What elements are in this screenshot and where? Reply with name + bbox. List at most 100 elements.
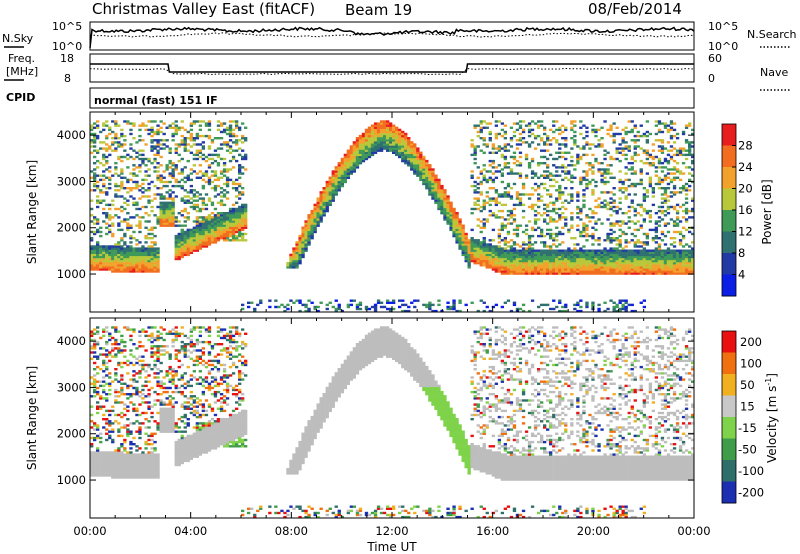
power-cell bbox=[606, 128, 610, 132]
power-cell bbox=[564, 222, 568, 225]
power-cell bbox=[509, 309, 514, 313]
power-cell bbox=[222, 128, 227, 132]
power-cell bbox=[189, 234, 194, 238]
power-cell bbox=[651, 237, 656, 240]
power-cell bbox=[174, 251, 178, 254]
power-cell bbox=[618, 307, 622, 311]
power-cell bbox=[222, 212, 227, 215]
power-cell bbox=[135, 141, 139, 144]
power-cell bbox=[153, 249, 157, 252]
power-cell bbox=[684, 259, 689, 263]
power-cell bbox=[138, 241, 142, 244]
power-cell bbox=[485, 259, 489, 263]
power-cell bbox=[235, 149, 239, 152]
power-cell bbox=[455, 241, 459, 244]
power-cell bbox=[636, 255, 640, 259]
power-cell bbox=[558, 189, 562, 192]
power-cell bbox=[691, 266, 695, 269]
power-cell bbox=[660, 162, 665, 165]
power-cell bbox=[126, 157, 130, 161]
power-cell bbox=[96, 268, 100, 271]
power-cell bbox=[238, 224, 242, 227]
power-cell bbox=[174, 130, 178, 134]
power-cell bbox=[564, 255, 568, 259]
power-cell bbox=[150, 205, 154, 209]
power-cell bbox=[515, 197, 520, 200]
power-cell bbox=[615, 303, 619, 307]
power-cell bbox=[482, 259, 486, 263]
power-cell bbox=[180, 178, 184, 182]
power-cell bbox=[603, 247, 607, 250]
power-cell bbox=[310, 214, 314, 217]
power-cell bbox=[313, 305, 317, 309]
power-cell bbox=[431, 191, 435, 194]
power-cell bbox=[488, 151, 492, 154]
power-cell bbox=[398, 299, 402, 302]
power-cell bbox=[440, 195, 444, 198]
power-cell bbox=[473, 239, 477, 242]
power-cell bbox=[473, 184, 477, 188]
power-cell bbox=[349, 159, 354, 163]
power-cell bbox=[183, 239, 187, 242]
power-cell bbox=[497, 264, 502, 267]
power-cell bbox=[500, 209, 505, 213]
power-cell bbox=[509, 168, 514, 171]
power-cell bbox=[395, 151, 399, 154]
power-cell bbox=[114, 257, 118, 261]
power-cell bbox=[180, 172, 184, 175]
power-cell bbox=[515, 195, 520, 198]
power-cell bbox=[579, 262, 583, 265]
power-cell bbox=[395, 128, 399, 132]
power-cell bbox=[382, 143, 387, 146]
power-cell bbox=[621, 264, 625, 267]
power-cell bbox=[645, 151, 650, 154]
power-cell bbox=[518, 264, 523, 267]
power-cell bbox=[99, 262, 103, 265]
power-cell bbox=[177, 145, 181, 148]
power-cell bbox=[506, 214, 511, 217]
power-cell bbox=[509, 187, 514, 190]
power-cell bbox=[633, 151, 637, 154]
power-cell bbox=[555, 197, 559, 200]
power-cell bbox=[241, 232, 245, 236]
power-cell bbox=[494, 151, 499, 154]
power-cell bbox=[521, 309, 526, 313]
power-cell bbox=[201, 234, 206, 238]
power-cell bbox=[639, 262, 643, 265]
power-cell bbox=[446, 301, 450, 304]
power-cell bbox=[669, 180, 674, 184]
power-cell bbox=[144, 264, 148, 267]
power-cell bbox=[500, 153, 505, 157]
power-cell bbox=[355, 143, 360, 146]
power-cell bbox=[543, 187, 547, 190]
power-cell bbox=[621, 141, 625, 144]
power-cell bbox=[334, 191, 338, 194]
power-cell bbox=[491, 166, 496, 169]
power-cell bbox=[138, 164, 142, 167]
power-cell bbox=[219, 212, 224, 215]
power-cell bbox=[543, 143, 547, 146]
power-cell bbox=[624, 232, 628, 236]
power-cell bbox=[624, 157, 628, 161]
power-cell bbox=[162, 143, 166, 146]
power-cell bbox=[588, 182, 592, 186]
power-cell bbox=[561, 166, 565, 169]
power-cell bbox=[597, 251, 601, 254]
power-cell bbox=[473, 203, 477, 207]
power-cell bbox=[325, 207, 329, 211]
power-cell bbox=[630, 155, 634, 159]
power-cell bbox=[494, 259, 499, 263]
power-cell bbox=[464, 251, 468, 254]
power-cell bbox=[235, 216, 239, 219]
power-cell bbox=[404, 162, 408, 165]
power-cell bbox=[352, 159, 357, 163]
power-cell bbox=[564, 309, 568, 313]
power-cell bbox=[549, 143, 553, 146]
power-cell bbox=[573, 253, 577, 257]
power-cell bbox=[491, 187, 496, 190]
power-cell bbox=[404, 155, 408, 159]
power-cell bbox=[618, 245, 622, 248]
power-cell bbox=[612, 262, 616, 265]
power-cell bbox=[657, 245, 662, 248]
